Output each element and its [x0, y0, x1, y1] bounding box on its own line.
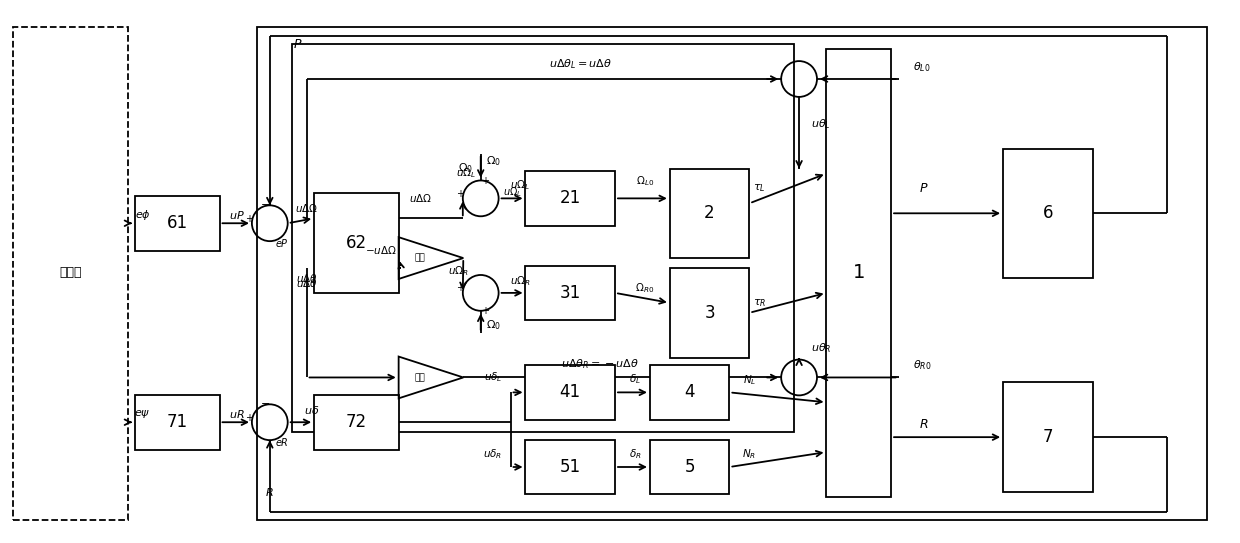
Text: $\Omega_{R0}$: $\Omega_{R0}$ [635, 281, 655, 295]
Text: 取反: 取反 [415, 254, 425, 263]
Text: $u\Delta\theta$: $u\Delta\theta$ [295, 272, 317, 284]
Text: 41: 41 [559, 383, 580, 401]
Text: $R$: $R$ [265, 486, 274, 498]
Text: $-u\Delta\Omega$: $-u\Delta\Omega$ [366, 244, 397, 256]
Text: $u\Omega_L$: $u\Omega_L$ [511, 179, 531, 192]
Bar [826, 49, 892, 497]
Text: $+$: $+$ [246, 412, 254, 423]
Bar [650, 440, 729, 494]
Text: $u\theta_R$: $u\theta_R$ [811, 340, 832, 355]
Text: 5: 5 [684, 458, 694, 476]
Text: $u\Delta\theta_L=u\Delta\theta$: $u\Delta\theta_L=u\Delta\theta$ [548, 57, 611, 71]
Text: 72: 72 [346, 413, 367, 431]
Text: $-$: $-$ [259, 397, 270, 407]
Text: 取反: 取反 [415, 373, 425, 382]
Text: $\theta_{L0}$: $\theta_{L0}$ [914, 60, 931, 74]
Text: $u\delta_R$: $u\delta_R$ [484, 447, 502, 461]
Text: $+$: $+$ [246, 213, 254, 224]
Text: $u\delta_L$: $u\delta_L$ [484, 370, 502, 384]
Text: $u\Delta\Omega$: $u\Delta\Omega$ [409, 192, 433, 204]
Text: $u\Delta\Omega$: $u\Delta\Omega$ [295, 203, 319, 214]
Bar [526, 171, 615, 226]
Text: $uR$: $uR$ [229, 408, 244, 420]
Bar [291, 44, 794, 432]
Bar [314, 395, 398, 450]
Text: $N_R$: $N_R$ [743, 447, 756, 461]
Text: $eP$: $eP$ [275, 237, 289, 249]
Text: $\theta_{R0}$: $\theta_{R0}$ [914, 358, 932, 372]
Text: $u\Omega_R$: $u\Omega_R$ [510, 274, 531, 288]
Bar [1003, 149, 1092, 278]
Text: $+$: $+$ [481, 305, 490, 317]
Bar [650, 365, 729, 420]
Bar [670, 268, 749, 357]
Bar [670, 168, 749, 258]
Text: $u\Omega_L$: $u\Omega_L$ [455, 167, 476, 180]
Text: $+$: $+$ [456, 282, 465, 293]
Text: 71: 71 [166, 413, 187, 431]
Bar [526, 365, 615, 420]
Text: 62: 62 [346, 234, 367, 252]
Bar [526, 266, 615, 320]
Text: 3: 3 [704, 304, 714, 322]
Text: $-$: $-$ [259, 198, 270, 209]
Text: 6: 6 [1043, 204, 1053, 222]
Text: $+$: $+$ [456, 188, 465, 199]
Text: $R$: $R$ [919, 418, 929, 431]
Text: $u\Omega_L$: $u\Omega_L$ [502, 186, 522, 199]
Text: $\Omega_0$: $\Omega_0$ [486, 318, 501, 332]
Text: $+$: $+$ [481, 175, 490, 186]
Text: $u\delta$: $u\delta$ [304, 405, 319, 416]
Bar [526, 440, 615, 494]
Text: $\Omega_0$: $\Omega_0$ [486, 155, 501, 168]
Text: $eR$: $eR$ [275, 436, 289, 448]
Text: $uP$: $uP$ [229, 209, 244, 222]
Text: 1: 1 [853, 263, 866, 282]
Bar [257, 27, 1207, 520]
Text: 4: 4 [684, 383, 694, 401]
Text: 上位机: 上位机 [60, 267, 82, 280]
Text: $e\phi$: $e\phi$ [135, 209, 150, 222]
Text: $\Omega_{L0}$: $\Omega_{L0}$ [636, 174, 653, 188]
Text: 51: 51 [559, 458, 580, 476]
Text: $e\psi$: $e\psi$ [134, 408, 150, 420]
Bar [135, 395, 219, 450]
Text: $N_L$: $N_L$ [743, 374, 756, 387]
Text: $\tau_L$: $\tau_L$ [753, 182, 765, 194]
Text: $\delta_R$: $\delta_R$ [629, 447, 641, 461]
Text: $u\Delta\theta_R=-u\Delta\theta$: $u\Delta\theta_R=-u\Delta\theta$ [562, 358, 639, 371]
Bar [135, 196, 219, 251]
Text: 2: 2 [704, 204, 714, 222]
Text: $\Omega_0$: $\Omega_0$ [458, 162, 472, 175]
Text: $u\Omega_R$: $u\Omega_R$ [449, 264, 469, 278]
Text: $u\Delta\theta$: $u\Delta\theta$ [295, 277, 317, 289]
Bar [314, 193, 398, 293]
Bar [14, 27, 128, 520]
Text: 7: 7 [1043, 428, 1053, 446]
Text: $P$: $P$ [919, 182, 929, 195]
Text: P: P [294, 37, 301, 50]
Text: 31: 31 [559, 284, 580, 302]
Text: 61: 61 [166, 214, 187, 232]
Bar [1003, 382, 1092, 492]
Text: $\delta_L$: $\delta_L$ [629, 372, 641, 387]
Text: $u\theta_L$: $u\theta_L$ [811, 117, 831, 131]
Text: 21: 21 [559, 190, 580, 207]
Text: $\tau_R$: $\tau_R$ [753, 297, 766, 309]
